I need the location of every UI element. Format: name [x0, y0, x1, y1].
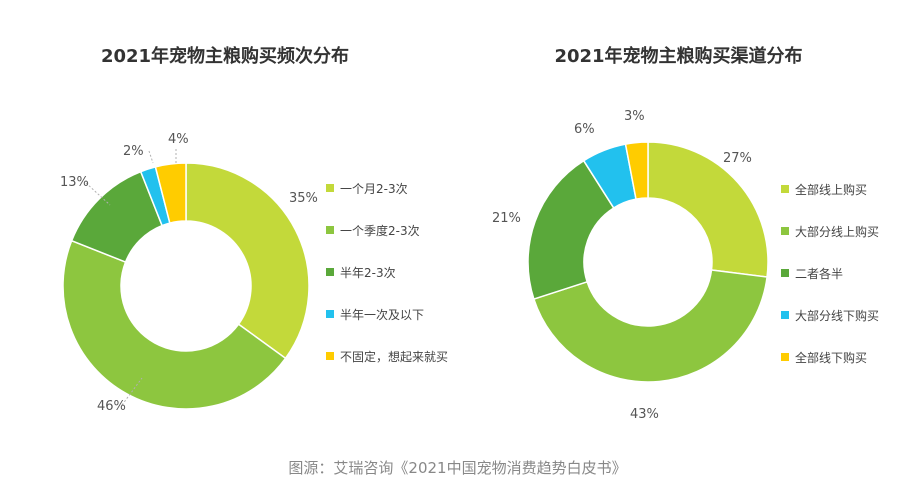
legend-label: 不固定，想起来就买	[340, 349, 449, 364]
legend-swatch	[781, 227, 789, 235]
legend-label: 全部线下购买	[795, 350, 868, 365]
legend-swatch	[326, 352, 334, 360]
legend-label: 一个月2-3次	[340, 181, 408, 196]
data-label: 27%	[723, 151, 752, 166]
legend-item: 不固定，想起来就买	[326, 348, 448, 364]
data-label: 21%	[492, 211, 521, 226]
donut-slice	[154, 162, 187, 224]
legend-swatch	[781, 185, 789, 193]
legend-item: 一个月2-3次	[326, 180, 448, 196]
data-label: 46%	[97, 399, 126, 414]
source-caption: 图源：艾瑞咨询《2021中国宠物消费趋势白皮书》	[288, 459, 627, 477]
legend-label: 二者各半	[795, 266, 844, 281]
donut-slice	[62, 239, 287, 410]
donut-slice	[647, 141, 769, 278]
chart-legend: 一个月2-3次 一个季度2-3次 半年2-3次 半年一次及以下 不固定，想起来就…	[326, 180, 448, 390]
channel-donut-chart: 27% 43% 21% 6% 3%	[492, 109, 769, 422]
legend-swatch	[326, 226, 334, 234]
leader-line	[85, 182, 111, 206]
legend-item: 大部分线上购买	[781, 223, 879, 239]
legend-swatch	[781, 353, 789, 361]
chart-title: 2021年宠物主粮购买渠道分布	[554, 46, 803, 67]
channel-chart-panel: 2021年宠物主粮购买渠道分布 27% 43% 21% 6% 3% 全部线上购买 大部分…	[470, 0, 915, 452]
legend-swatch	[326, 268, 334, 276]
legend-label: 半年一次及以下	[340, 307, 425, 322]
legend-label: 一个季度2-3次	[340, 223, 420, 238]
data-label: 3%	[624, 109, 645, 124]
data-label: 13%	[60, 175, 89, 190]
frequency-donut-chart: 35% 46% 13% 2% 4%	[60, 132, 318, 414]
legend-item: 二者各半	[781, 265, 879, 281]
data-label: 35%	[289, 191, 318, 206]
chart-legend: 全部线上购买 大部分线上购买 二者各半 大部分线下购买 全部线下购买	[781, 181, 879, 391]
legend-item: 半年一次及以下	[326, 306, 448, 322]
donut-slice	[527, 159, 615, 301]
data-label: 6%	[574, 122, 595, 137]
leader-line	[121, 377, 143, 406]
data-label: 2%	[123, 144, 144, 159]
legend-swatch	[781, 311, 789, 319]
legend-label: 半年2-3次	[340, 265, 396, 280]
legend-label: 大部分线下购买	[795, 308, 880, 323]
legend-item: 全部线上购买	[781, 181, 879, 197]
donut-slice	[185, 162, 310, 360]
legend-label: 全部线上购买	[795, 182, 868, 197]
chart-title: 2021年宠物主粮购买频次分布	[100, 46, 350, 67]
data-label: 43%	[630, 407, 659, 422]
leader-line	[148, 150, 154, 164]
legend-item: 一个季度2-3次	[326, 222, 448, 238]
donut-slice	[624, 141, 649, 201]
legend-item: 半年2-3次	[326, 264, 448, 280]
legend-item: 大部分线下购买	[781, 307, 879, 323]
legend-swatch	[326, 184, 334, 192]
legend-swatch	[326, 310, 334, 318]
legend-label: 大部分线上购买	[795, 224, 880, 239]
frequency-chart-panel: 2021年宠物主粮购买频次分布 35% 46% 13% 2% 4% 一个月2-3次 一个…	[0, 0, 470, 452]
data-label: 4%	[168, 132, 189, 147]
legend-swatch	[781, 269, 789, 277]
donut-slice	[532, 269, 768, 383]
legend-item: 全部线下购买	[781, 349, 879, 365]
